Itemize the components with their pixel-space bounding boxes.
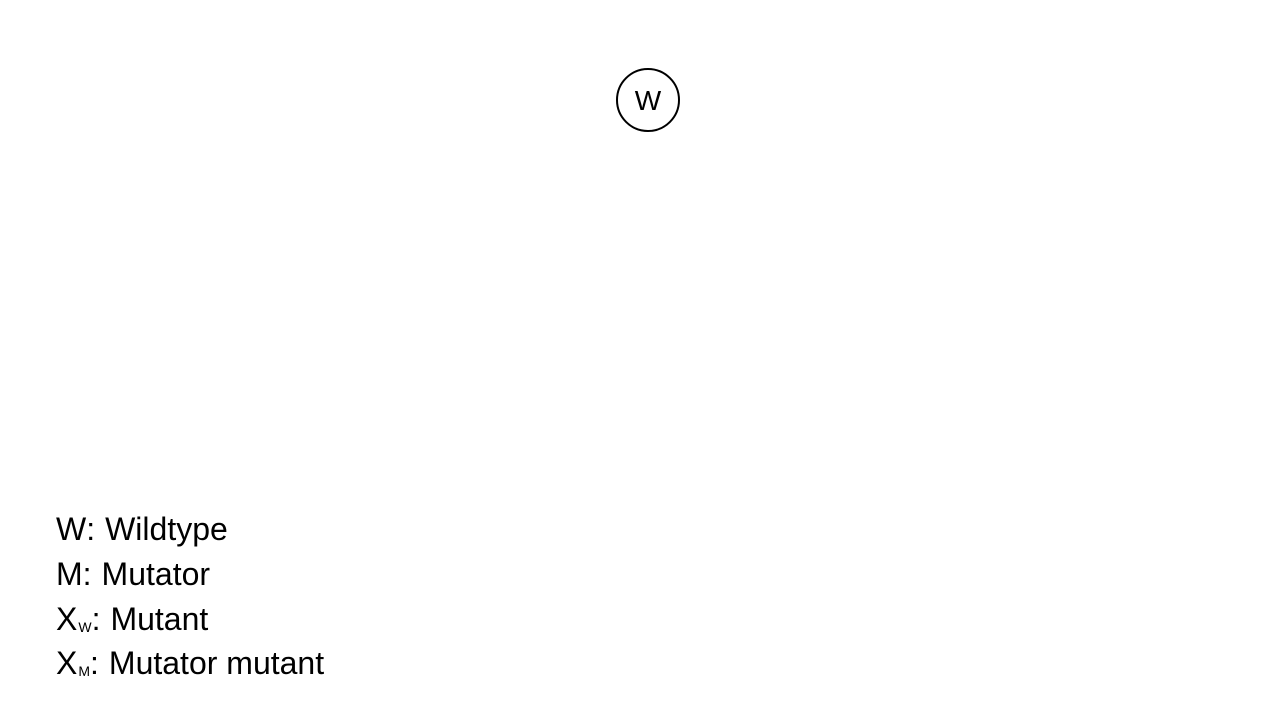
legend-separator: : bbox=[90, 645, 99, 682]
legend-subscript: W bbox=[78, 618, 92, 635]
legend-item-mutator: M: Mutator bbox=[56, 552, 656, 597]
legend-description: Mutator bbox=[101, 556, 211, 593]
legend-symbol: X bbox=[56, 645, 78, 682]
legend-separator: : bbox=[86, 511, 96, 548]
legend-description: Mutator mutant bbox=[108, 645, 325, 682]
legend: W: Wildtype M: Mutator X W: Mutant X M: Mutato… bbox=[56, 507, 656, 686]
legend-separator: : bbox=[91, 600, 101, 637]
legend-subscript: M bbox=[78, 663, 91, 680]
wildtype-node-label: W bbox=[634, 85, 662, 116]
legend-symbol: X bbox=[56, 600, 78, 637]
legend-separator: : bbox=[82, 556, 92, 593]
legend-symbol: W bbox=[56, 511, 87, 548]
wildtype-node: W bbox=[616, 68, 680, 132]
legend-description: Mutant bbox=[110, 600, 209, 637]
legend-item-mutator-mutant: X M: Mutator mutant bbox=[56, 641, 656, 686]
legend-description: Wildtype bbox=[105, 511, 228, 548]
legend-symbol: M bbox=[56, 556, 83, 593]
legend-item-mutant: X W: Mutant bbox=[56, 596, 656, 641]
legend-item-wildtype: W: Wildtype bbox=[56, 507, 656, 552]
